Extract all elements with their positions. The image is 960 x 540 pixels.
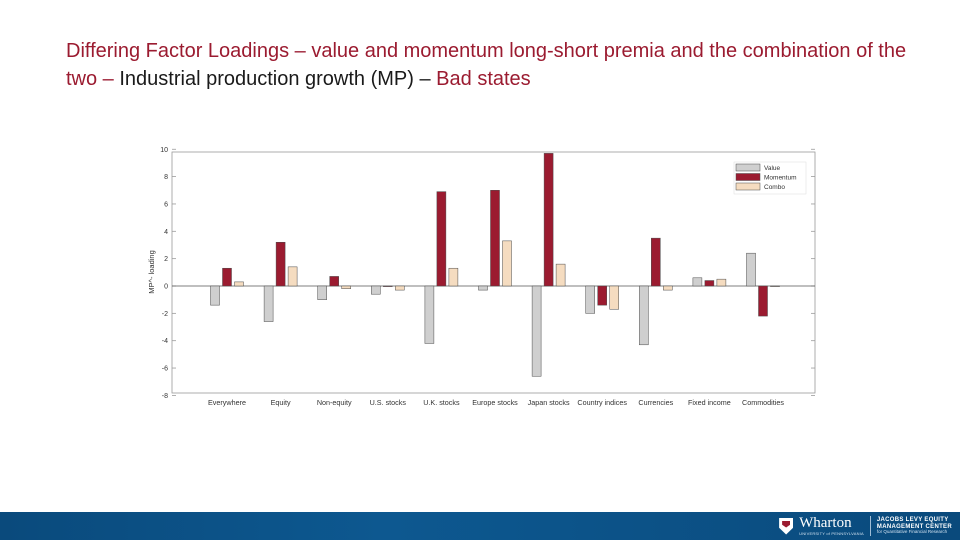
title-segment-2: Industrial production growth (MP) – bbox=[119, 68, 437, 90]
center-name-line1: JACOBS LEVY EQUITY bbox=[876, 517, 949, 524]
x-tick-label: Japan stocks bbox=[528, 398, 570, 407]
x-tick-label: Currencies bbox=[638, 398, 673, 407]
bar-value bbox=[746, 252, 756, 287]
jacobs-levy-center-mark: JACOBS LEVY EQUITY MANAGEMENT CENTER for… bbox=[877, 517, 952, 534]
bar-combo bbox=[502, 240, 512, 287]
y-tick-label: -2 bbox=[162, 311, 168, 318]
wharton-wordmark: Wharton UNIVERSITY of PENNSYLVANIA bbox=[799, 516, 864, 536]
legend-swatch-combo bbox=[735, 182, 761, 191]
x-tick-label: Europe stocks bbox=[472, 398, 518, 407]
y-tick-label: -6 bbox=[162, 366, 168, 373]
bar-value bbox=[317, 285, 327, 300]
bar-combo bbox=[395, 285, 405, 291]
bar-value bbox=[424, 285, 435, 344]
bar-momentum bbox=[383, 285, 393, 287]
bar-value bbox=[478, 285, 488, 291]
bar-combo bbox=[716, 278, 727, 287]
x-tick-label: Country indices bbox=[577, 398, 627, 407]
x-tick-label: Fixed income bbox=[688, 398, 731, 407]
bar-value bbox=[585, 285, 595, 314]
title-segment-1: Differing Factor Loadings – value and mo… bbox=[66, 40, 907, 90]
legend-label-value: Value bbox=[764, 165, 781, 172]
bar-momentum bbox=[436, 191, 447, 287]
center-name-line2: MANAGEMENT CENTER bbox=[876, 523, 952, 530]
y-tick-label: 6 bbox=[164, 201, 168, 208]
bar-combo bbox=[448, 267, 459, 287]
bar-combo bbox=[287, 266, 298, 287]
y-axis-label: MP^- loading bbox=[147, 250, 156, 294]
bar-momentum bbox=[329, 276, 339, 287]
slide-title: Differing Factor Loadings – value and mo… bbox=[66, 37, 926, 93]
y-tick-label: 10 bbox=[160, 147, 168, 154]
bar-combo bbox=[663, 285, 673, 291]
legend-swatch-momentum bbox=[735, 173, 761, 181]
bar-value bbox=[692, 277, 703, 287]
bar-momentum bbox=[704, 280, 715, 287]
x-tick-label: U.K. stocks bbox=[423, 398, 460, 407]
x-tick-label: U.S. stocks bbox=[370, 398, 407, 407]
footer-logo: Wharton UNIVERSITY of PENNSYLVANIA JACOB… bbox=[779, 514, 952, 538]
bar-value bbox=[531, 285, 542, 377]
wharton-name: Wharton bbox=[799, 515, 852, 531]
wharton-subtitle: UNIVERSITY of PENNSYLVANIA bbox=[799, 531, 864, 536]
bar-momentum bbox=[490, 190, 500, 287]
bar-combo bbox=[341, 285, 351, 289]
penn-shield-icon bbox=[779, 517, 794, 535]
bar-momentum bbox=[597, 285, 607, 306]
bar-value bbox=[210, 285, 220, 306]
bar-momentum bbox=[275, 241, 286, 287]
bar-combo bbox=[234, 281, 244, 287]
title-segment-3: Bad states bbox=[436, 68, 531, 90]
logo-divider bbox=[869, 516, 871, 536]
bar-value bbox=[371, 285, 381, 295]
bar-momentum bbox=[651, 237, 661, 287]
x-tick-label: Commodities bbox=[742, 398, 784, 407]
bar-momentum bbox=[758, 285, 768, 317]
legend-swatch-value bbox=[735, 163, 761, 172]
bar-combo bbox=[609, 285, 619, 310]
bar-combo bbox=[770, 285, 780, 287]
legend-label-momentum: Momentum bbox=[764, 175, 797, 182]
x-tick-label: Non-equity bbox=[317, 398, 352, 407]
x-tick-label: Everywhere bbox=[208, 398, 246, 407]
bar-momentum bbox=[543, 153, 554, 287]
bar-value bbox=[263, 285, 274, 322]
bar-value bbox=[639, 285, 649, 346]
y-tick-label: 2 bbox=[164, 256, 168, 263]
center-name-line3: for Quantitative Financial Research bbox=[876, 528, 948, 534]
y-tick-label: 8 bbox=[164, 174, 168, 181]
y-tick-label: 0 bbox=[164, 284, 168, 291]
y-tick-label: -8 bbox=[162, 393, 168, 400]
y-tick-label: -4 bbox=[162, 338, 168, 345]
factor-loadings-bar-chart: 10 8 6 4 2 0 -2 -4 -6 -8 MP^- loading Everywhere Equ… bbox=[147, 147, 816, 407]
bar-momentum bbox=[222, 267, 232, 287]
x-tick-label: Equity bbox=[271, 398, 291, 407]
y-tick-label: 4 bbox=[164, 229, 168, 236]
bar-combo bbox=[555, 263, 566, 287]
footer-bar bbox=[0, 512, 960, 540]
legend-label-combo: Combo bbox=[764, 184, 785, 191]
